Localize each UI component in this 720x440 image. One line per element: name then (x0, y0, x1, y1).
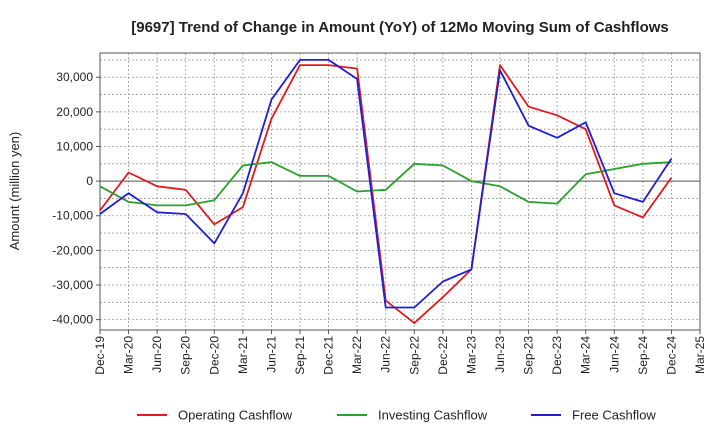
x-tick-label: Dec-24 (664, 336, 678, 375)
legend: Operating Cashflow Investing Cashflow Free… (137, 408, 656, 423)
x-tick-label: Dec-22 (436, 336, 450, 375)
x-tick-label: Sep-20 (179, 336, 193, 375)
chart-title: [9697] Trend of Change in Amount (YoY) o… (131, 19, 669, 36)
x-tick-label: Mar-25 (693, 336, 707, 374)
y-tick-label: 10,000 (56, 139, 93, 153)
y-tick-label: -10,000 (52, 209, 93, 223)
plot-frame (99, 52, 701, 331)
x-tick-label: Sep-21 (293, 336, 307, 375)
y-axis-label: Amount (million yen) (7, 132, 22, 251)
x-tick-label: Jun-22 (379, 336, 393, 373)
x-tick-label: Mar-21 (236, 336, 250, 374)
x-tick-label: Dec-21 (322, 336, 336, 375)
y-tick-label: 30,000 (56, 70, 93, 84)
x-tick-label: Mar-22 (350, 336, 364, 374)
x-tick-label: Mar-20 (122, 336, 136, 374)
x-tick-label: Jun-20 (150, 336, 164, 373)
y-tick-label: -40,000 (52, 313, 93, 327)
series-line-free-cashflow (99, 59, 673, 309)
x-tick-label: Jun-23 (493, 336, 507, 373)
x-tick-label: Sep-24 (636, 336, 650, 375)
x-tick-label: Jun-24 (607, 336, 621, 373)
y-tick-labels: -40,000 -30,000 -20,000 -10,000 0 10,000 20,00… (52, 70, 100, 327)
legend-label-operating-cashflow: Operating Cashflow (178, 408, 293, 423)
x-tick-label: Dec-20 (207, 336, 221, 375)
y-tick-label: 0 (86, 174, 93, 188)
y-tick-label: -20,000 (52, 243, 93, 257)
x-tick-label: Jun-21 (264, 336, 278, 373)
x-tick-label: Sep-23 (522, 336, 536, 375)
x-tick-label: Mar-23 (464, 336, 478, 374)
x-tick-label: Sep-22 (407, 336, 421, 375)
x-tick-label: Dec-23 (550, 336, 564, 375)
x-tick-label: Mar-24 (579, 336, 593, 374)
x-tick-labels: Dec-19 Mar-20 Jun-20 Sep-20 Dec-20 Mar-21 Jun-… (93, 330, 707, 375)
y-tick-label: 20,000 (56, 105, 93, 119)
y-tick-label: -30,000 (52, 278, 93, 292)
series-line-investing-cashflow (99, 161, 672, 207)
grid-layer (99, 53, 701, 330)
series-layer (99, 59, 673, 325)
legend-label-free-cashflow: Free Cashflow (572, 408, 656, 423)
x-tick-label: Dec-19 (93, 336, 107, 375)
legend-label-investing-cashflow: Investing Cashflow (378, 408, 488, 423)
